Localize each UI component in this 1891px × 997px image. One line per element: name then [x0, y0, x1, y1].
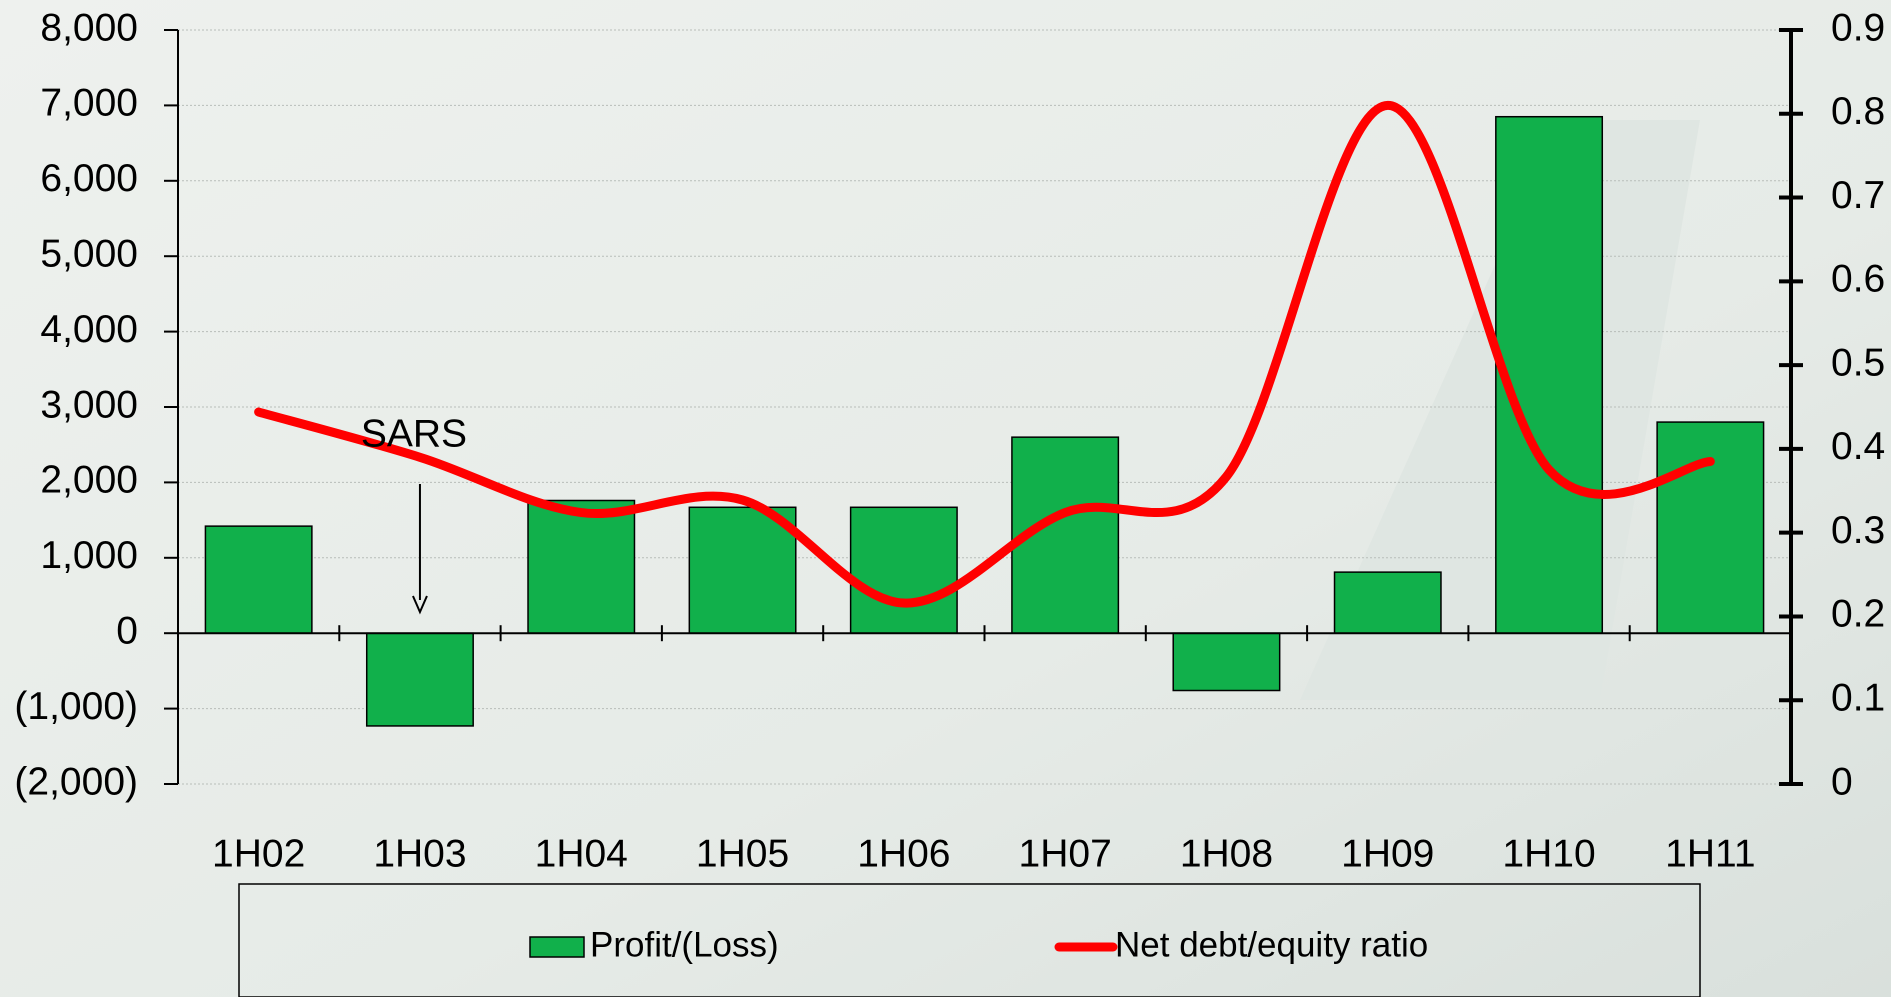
legend-box [238, 883, 1701, 997]
x-tick-label: 1H02 [212, 832, 305, 875]
x-tick-label: 1H11 [1665, 832, 1755, 875]
y-tick-label: (1,000) [14, 685, 138, 728]
y2-tick-label: 0.8 [1831, 90, 1885, 133]
y2-tick-label: 0.7 [1831, 174, 1885, 217]
y-tick-label: 3,000 [40, 383, 138, 426]
y-tick-label: 7,000 [40, 82, 138, 125]
y-tick-label: 4,000 [40, 308, 138, 351]
bar [204, 525, 313, 634]
annotation: SARS [361, 412, 467, 455]
y2-tick-label: 0.3 [1831, 509, 1885, 552]
y2-tick-label: 0 [1831, 760, 1853, 803]
legend-label: Net debt/equity ratio [1115, 925, 1428, 964]
y2-tick-label: 0.1 [1831, 677, 1885, 720]
y2-tick-label: 0.9 [1831, 6, 1885, 49]
x-tick-label: 1H09 [1341, 832, 1434, 875]
x-tick-label: 1H07 [1019, 832, 1112, 875]
bar [365, 632, 474, 727]
y-tick-label: 2,000 [40, 459, 138, 502]
legend-swatch [529, 936, 585, 958]
y-tick-label: 5,000 [40, 232, 138, 275]
x-tick-label: 1H04 [535, 832, 628, 875]
y2-tick-label: 0.6 [1831, 258, 1885, 301]
x-tick-label: 1H10 [1502, 832, 1595, 875]
y2-tick-label: 0.2 [1831, 593, 1885, 636]
legend-label: Profit/(Loss) [590, 925, 779, 964]
annotation-arrowhead [412, 595, 428, 615]
bar [849, 506, 958, 634]
bar [1495, 115, 1604, 634]
x-tick-label: 1H08 [1180, 832, 1273, 875]
x-tick-label: 1H06 [857, 832, 950, 875]
y-tick-label: 1,000 [40, 534, 138, 577]
bar [1656, 421, 1765, 634]
x-tick-label: 1H05 [696, 832, 789, 875]
y-tick-label: 0 [116, 609, 138, 652]
y2-tick-label: 0.5 [1831, 341, 1885, 384]
bar [1333, 571, 1442, 634]
bar [527, 499, 636, 634]
y2-tick-label: 0.4 [1831, 425, 1885, 468]
bar [688, 506, 797, 634]
line [254, 100, 1715, 608]
bar [1172, 632, 1281, 692]
y-tick-label: 6,000 [40, 157, 138, 200]
y-tick-label: (2,000) [14, 760, 138, 803]
y-tick-label: 8,000 [40, 6, 138, 49]
x-tick-label: 1H03 [373, 832, 466, 875]
